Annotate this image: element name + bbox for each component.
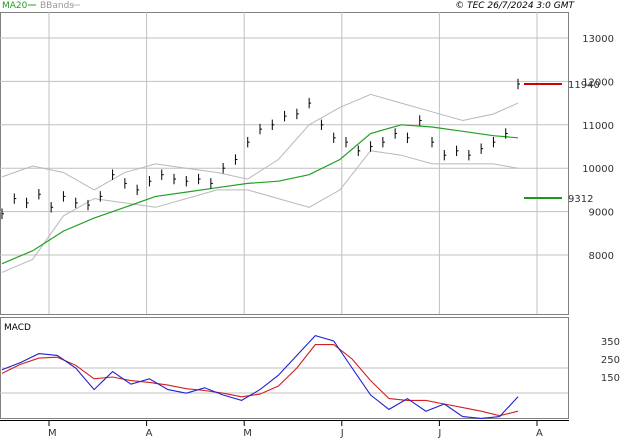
macd-y-axis: 350 250 150 [601, 337, 620, 384]
copyright-text: © TEC 26/7/2024 3:0 GMT [455, 1, 575, 11]
price-tick-label: 11000 [582, 121, 614, 132]
level-label: 11940 [568, 80, 600, 91]
month-label: A [146, 428, 153, 439]
price-grid [0, 12, 568, 394]
bbands-legend: BBands [40, 1, 74, 11]
ma20-line [1, 124, 519, 265]
month-label: J [340, 428, 344, 439]
bbands-upper-line [1, 93, 519, 191]
bbands-upper [1, 93, 519, 191]
month-label: M [243, 428, 252, 439]
price-tick-label: 13000 [582, 34, 614, 45]
bbands-lower [1, 150, 519, 273]
macd-title: MACD [4, 323, 31, 333]
level-label: 9312 [568, 194, 593, 205]
macd-signal-line [1, 344, 519, 417]
month-label: A [536, 428, 543, 439]
price-tick-label: 10000 [582, 164, 614, 175]
macd-lines [1, 334, 519, 419]
ma20-line [1, 124, 519, 265]
macd-tick-label: 250 [601, 355, 620, 366]
macd-tick-label: 150 [601, 373, 620, 384]
month-label: M [48, 428, 57, 439]
price-tick-label: 8000 [589, 251, 614, 262]
ma20-legend: MA20 [2, 1, 28, 11]
price-tick-label: 9000 [589, 208, 614, 219]
month-label: J [437, 428, 441, 439]
price-bars [1, 78, 520, 219]
price-tick-label: 12000 [582, 77, 614, 88]
macd-line [1, 334, 519, 419]
level-lines: 11940 9312 [524, 80, 600, 205]
bbands-lower-line [1, 150, 519, 273]
macd-tick-label: 350 [601, 337, 620, 348]
price-y-axis: 13000 12000 11000 10000 9000 8000 [582, 34, 614, 262]
